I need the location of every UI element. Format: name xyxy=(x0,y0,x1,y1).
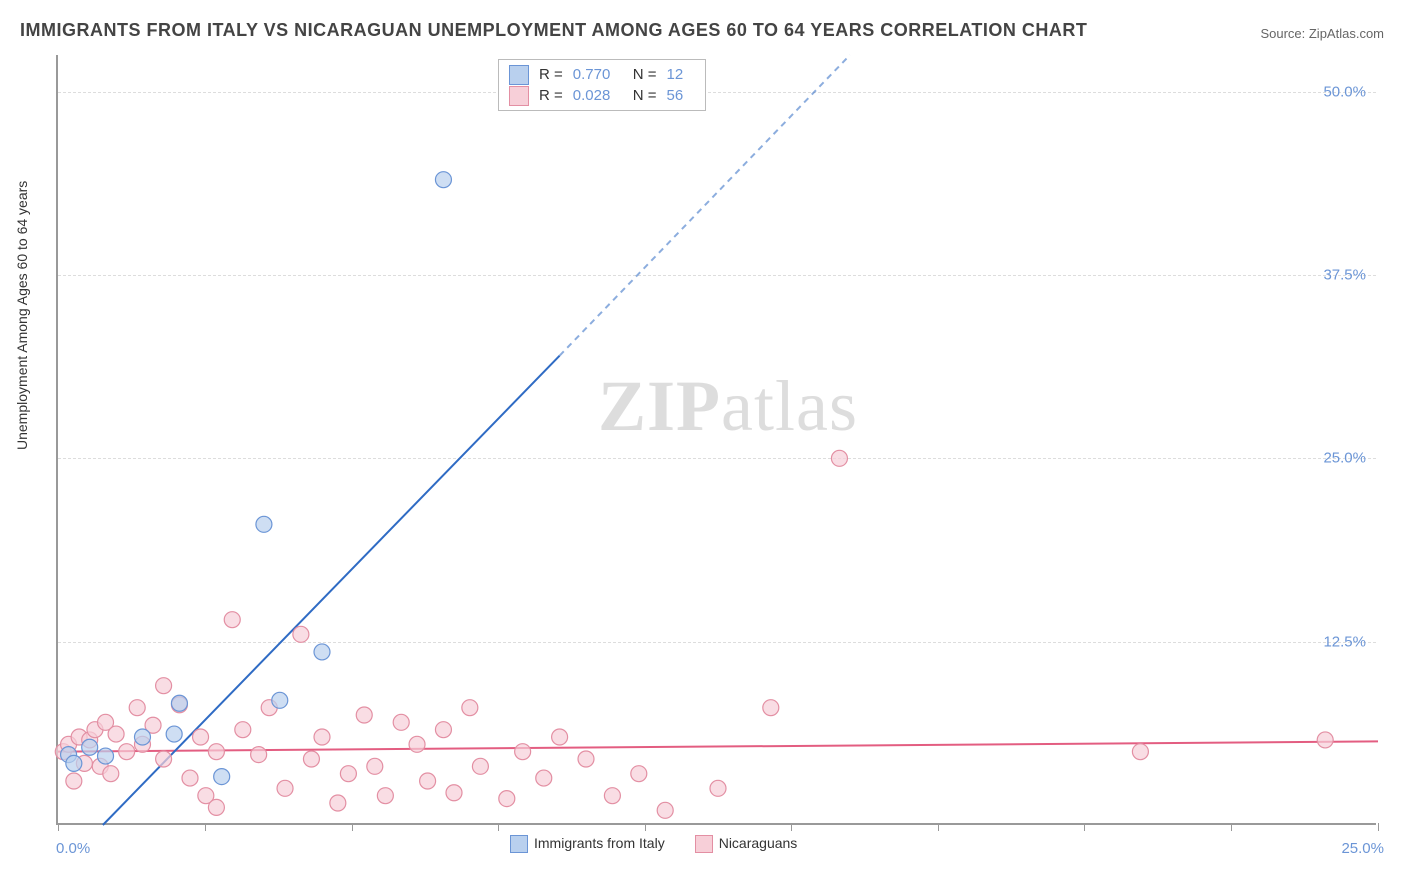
x-tick xyxy=(498,823,499,831)
chart-title: IMMIGRANTS FROM ITALY VS NICARAGUAN UNEM… xyxy=(20,20,1087,41)
data-point xyxy=(536,770,552,786)
x-tick xyxy=(352,823,353,831)
data-point xyxy=(129,700,145,716)
data-point xyxy=(214,769,230,785)
data-point xyxy=(340,766,356,782)
trend-line-italy-solid xyxy=(103,356,560,825)
data-point xyxy=(256,516,272,532)
legend-swatch xyxy=(510,835,528,853)
series-name: Immigrants from Italy xyxy=(534,835,665,851)
legend-row: R = 0.028 N = 56 xyxy=(509,85,695,106)
data-point xyxy=(435,722,451,738)
data-point xyxy=(224,612,240,628)
data-point xyxy=(435,172,451,188)
x-tick xyxy=(1378,823,1379,831)
series-legend-item: Immigrants from Italy xyxy=(510,835,665,853)
legend-n-value: 12 xyxy=(667,64,695,85)
x-tick xyxy=(1231,823,1232,831)
data-point xyxy=(293,626,309,642)
data-point xyxy=(182,770,198,786)
data-point xyxy=(208,799,224,815)
legend-r-label: R = xyxy=(539,64,563,85)
legend-n-value: 56 xyxy=(667,85,695,106)
data-point xyxy=(251,747,267,763)
x-axis-start-label: 0.0% xyxy=(56,840,90,857)
data-point xyxy=(1132,744,1148,760)
x-axis-end-label: 25.0% xyxy=(1341,840,1384,857)
data-point xyxy=(420,773,436,789)
legend-r-value: 0.028 xyxy=(573,85,623,106)
legend-n-label: N = xyxy=(633,64,657,85)
data-point xyxy=(193,729,209,745)
data-point xyxy=(831,450,847,466)
data-point xyxy=(66,773,82,789)
data-point xyxy=(156,678,172,694)
data-point xyxy=(367,758,383,774)
data-point xyxy=(604,788,620,804)
legend-row: R = 0.770 N = 12 xyxy=(509,64,695,85)
data-point xyxy=(409,736,425,752)
data-point xyxy=(119,744,135,760)
data-point xyxy=(393,714,409,730)
data-point xyxy=(303,751,319,767)
y-axis-label: Unemployment Among Ages 60 to 64 years xyxy=(14,181,30,450)
data-point xyxy=(377,788,393,804)
data-point xyxy=(578,751,594,767)
series-name: Nicaraguans xyxy=(719,835,798,851)
data-point xyxy=(171,695,187,711)
data-point xyxy=(446,785,462,801)
data-point xyxy=(552,729,568,745)
legend-swatch xyxy=(509,86,529,106)
data-point xyxy=(515,744,531,760)
data-point xyxy=(166,726,182,742)
source-attribution: Source: ZipAtlas.com xyxy=(1260,26,1384,41)
correlation-legend: R = 0.770 N = 12 R = 0.028 N = 56 xyxy=(498,59,706,111)
data-point xyxy=(156,751,172,767)
x-tick xyxy=(205,823,206,831)
data-point xyxy=(108,726,124,742)
data-point xyxy=(98,748,114,764)
data-point xyxy=(103,766,119,782)
data-point xyxy=(66,755,82,771)
x-tick xyxy=(791,823,792,831)
scatter-svg xyxy=(58,55,1376,823)
data-point xyxy=(277,780,293,796)
data-point xyxy=(472,758,488,774)
legend-r-label: R = xyxy=(539,85,563,106)
series-legend: Immigrants from Italy Nicaraguans xyxy=(510,835,797,853)
data-point xyxy=(134,729,150,745)
x-tick xyxy=(645,823,646,831)
plot-area: 12.5%25.0%37.5%50.0% ZIPatlas R = 0.770N… xyxy=(56,55,1376,825)
x-tick xyxy=(1084,823,1085,831)
data-point xyxy=(356,707,372,723)
data-point xyxy=(314,729,330,745)
data-point xyxy=(657,802,673,818)
legend-n-label: N = xyxy=(633,85,657,106)
data-point xyxy=(710,780,726,796)
data-point xyxy=(631,766,647,782)
data-point xyxy=(82,739,98,755)
data-point xyxy=(208,744,224,760)
series-legend-item: Nicaraguans xyxy=(695,835,798,853)
x-tick xyxy=(58,823,59,831)
data-point xyxy=(235,722,251,738)
data-point xyxy=(462,700,478,716)
data-point xyxy=(272,692,288,708)
legend-r-value: 0.770 xyxy=(573,64,623,85)
legend-swatch xyxy=(509,65,529,85)
data-point xyxy=(763,700,779,716)
data-point xyxy=(330,795,346,811)
data-point xyxy=(499,791,515,807)
data-point xyxy=(314,644,330,660)
legend-swatch xyxy=(695,835,713,853)
data-point xyxy=(1317,732,1333,748)
x-tick xyxy=(938,823,939,831)
